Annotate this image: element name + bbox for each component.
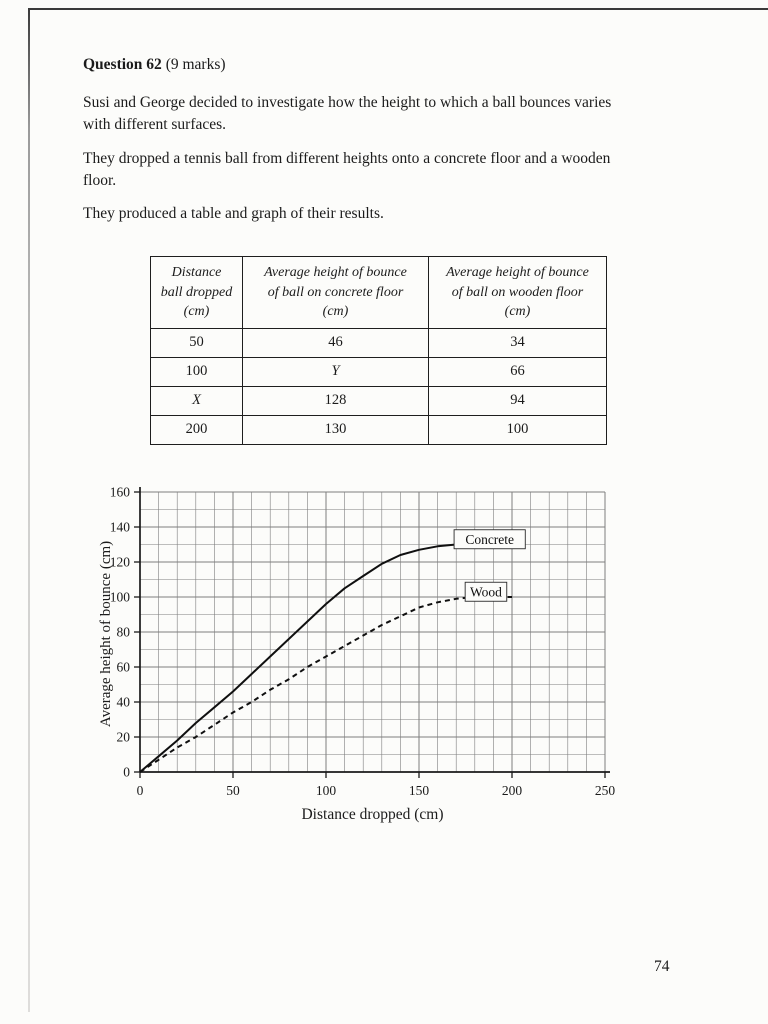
x-tick-label: 50 <box>226 783 240 798</box>
chart-axes: 0 50 100 150 200 250 0 20 40 60 80 100 120 140 160 <box>110 485 616 799</box>
wood-curve <box>139 596 512 773</box>
chart-grid <box>139 491 606 773</box>
table-header-cell: Distance ball dropped (cm) <box>150 256 243 329</box>
x-tick-label: 150 <box>409 783 430 798</box>
scan-edge-left <box>28 8 30 1012</box>
table-cell: 94 <box>428 385 607 416</box>
x-tick-label: 0 <box>137 783 144 798</box>
y-tick-label: 100 <box>110 590 131 605</box>
y-tick-label: 160 <box>110 485 131 500</box>
y-tick-label: 20 <box>117 730 131 745</box>
table-cell: 100 <box>150 356 243 387</box>
table-header-cell: Average height of bounce of ball on conc… <box>242 256 429 329</box>
table-row: 50 46 34 <box>150 327 607 358</box>
question-number: Question 62 <box>83 56 162 73</box>
table-cell: 50 <box>150 327 243 358</box>
table-row: 200 130 100 <box>150 414 607 445</box>
svg-text:Concrete: Concrete <box>465 532 514 547</box>
table-cell: 34 <box>428 327 607 358</box>
page-number: 74 <box>654 958 670 975</box>
x-tick-label: 200 <box>502 783 523 798</box>
y-axis-title: Average height of bounce (cm) <box>98 540 114 728</box>
series-label-concrete: Concrete <box>453 529 526 550</box>
paragraph-intro: Susi and George decided to investigate h… <box>83 94 612 134</box>
table-row: X 128 94 <box>150 385 607 416</box>
results-table: Distance ball dropped (cm) Average height… <box>150 256 607 445</box>
question-marks: (9 marks) <box>161 56 226 73</box>
table-cell: 130 <box>242 414 429 445</box>
table-cell: 128 <box>242 385 429 416</box>
y-tick-label: 80 <box>117 625 131 640</box>
bounce-chart-svg: 0 50 100 150 200 250 0 20 40 60 80 100 120 140 160 Conc… <box>110 485 616 799</box>
x-tick-label: 250 <box>595 783 616 798</box>
y-tick-label: 120 <box>110 555 131 570</box>
scan-edge-top <box>28 8 768 10</box>
table-cell: 100 <box>428 414 607 445</box>
table-cell: 46 <box>242 327 429 358</box>
y-tick-label: 60 <box>117 660 131 675</box>
table-cell: 66 <box>428 356 607 387</box>
y-tick-label: 40 <box>117 695 131 710</box>
table-cell: 200 <box>150 414 243 445</box>
x-axis-title: Distance dropped (cm) <box>301 806 444 823</box>
table-row: 100 Y 66 <box>150 356 607 387</box>
table-header-row: Distance ball dropped (cm) Average height… <box>150 256 607 329</box>
table-cell: Y <box>242 356 429 387</box>
y-tick-label: 0 <box>123 765 130 780</box>
concrete-curve <box>139 543 512 773</box>
paragraph-method: They dropped a tennis ball from differen… <box>83 150 611 190</box>
series-label-wood: Wood <box>464 581 508 602</box>
paragraph-results: They produced a table and graph of their… <box>83 205 384 222</box>
bounce-chart: 0 50 100 150 200 250 0 20 40 60 80 100 120 140 160 Conc… <box>88 481 633 816</box>
x-tick-label: 100 <box>316 783 337 798</box>
table-cell: X <box>150 385 243 416</box>
svg-text:Wood: Wood <box>470 584 502 599</box>
table-header-cell: Average height of bounce of ball on wood… <box>428 256 607 329</box>
question-heading: Question 62 (9 marks) <box>83 56 226 74</box>
y-tick-label: 140 <box>110 520 131 535</box>
